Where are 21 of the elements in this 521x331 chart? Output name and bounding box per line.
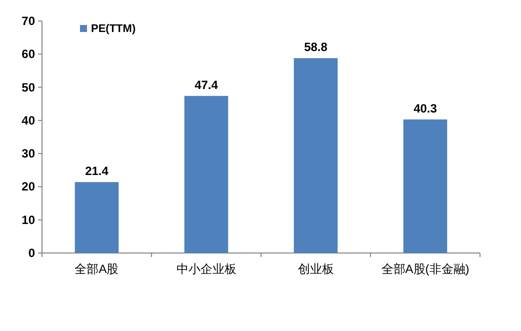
y-tick-label: 30	[22, 146, 36, 161]
x-tick-label: 中小企业板	[176, 262, 236, 276]
y-tick-label: 50	[22, 80, 36, 94]
y-tick-label: 70	[22, 14, 36, 28]
data-label: 21.4	[85, 164, 109, 178]
y-tick-label: 60	[22, 47, 36, 62]
bar	[294, 58, 338, 253]
x-tick-label: 全部A股(非金融)	[381, 262, 470, 276]
y-tick-label: 0	[28, 246, 36, 260]
data-label: 58.8	[304, 40, 328, 54]
x-tick-label: 全部A股	[74, 262, 119, 276]
legend-label: PE(TTM)	[91, 23, 136, 35]
bar	[184, 96, 228, 253]
x-tick-label: 创业板	[298, 262, 334, 276]
bar	[74, 182, 119, 253]
y-tick-label: 20	[22, 180, 36, 194]
data-label: 40.3	[414, 101, 438, 116]
data-label: 47.4	[194, 78, 218, 92]
bar	[403, 119, 448, 253]
y-tick-label: 40	[22, 113, 36, 128]
y-tick-label: 10	[22, 212, 36, 227]
